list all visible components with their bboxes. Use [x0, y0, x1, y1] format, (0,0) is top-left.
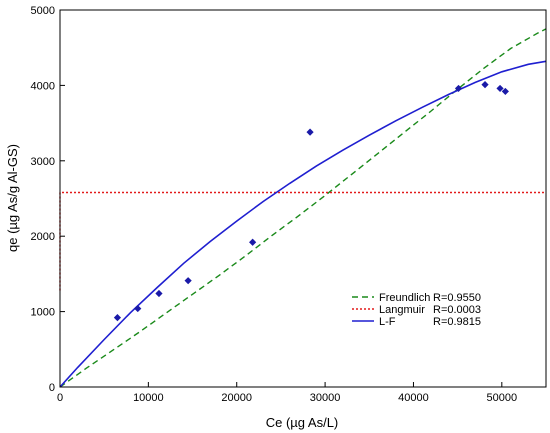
x-tick-label: 0: [57, 392, 63, 404]
legend-series-name: L-F: [379, 316, 396, 328]
legend: Freundlich R=0.9550 Langmuir R=0.0003 L-F R=0…: [352, 292, 481, 328]
x-tick-label: 30000: [310, 392, 341, 404]
data-point: [249, 238, 257, 246]
data-points: [113, 81, 509, 322]
data-point: [454, 84, 463, 93]
legend-series-name: Langmuir: [379, 304, 425, 316]
data-point: [155, 289, 163, 298]
x-tick-label: 40000: [398, 392, 429, 404]
y-tick-label: 4000: [31, 80, 55, 92]
y-axis-label: qe (µg As/g Al-GS): [5, 144, 20, 252]
data-point: [496, 84, 504, 93]
y-tick-label: 0: [49, 382, 55, 394]
legend-r-value: R=0.0003: [433, 304, 481, 316]
y-tick-label: 2000: [31, 231, 55, 243]
data-point: [113, 314, 122, 322]
x-tick-label: 10000: [133, 392, 164, 404]
x-tick-label: 20000: [221, 392, 252, 404]
legend-r-value: R=0.9550: [433, 292, 481, 304]
data-point: [481, 81, 489, 89]
y-tick-label: 1000: [31, 307, 55, 319]
legend-r-value: R=0.9815: [433, 316, 481, 328]
series-line-freundlich: [59, 28, 547, 388]
plot-frame: [59, 9, 547, 388]
data-point: [134, 304, 142, 313]
legend-series-name: Freundlich: [379, 292, 430, 304]
y-tick-label: 3000: [31, 156, 55, 168]
x-axis-label: Ce (µg As/L): [266, 415, 339, 430]
data-point: [501, 87, 509, 96]
x-tick-label: 50000: [487, 392, 518, 404]
y-tick-label: 5000: [31, 5, 55, 17]
data-point: [184, 277, 192, 285]
y-axis-ticks: 0 1000 2000 3000 4000 5000: [31, 5, 65, 394]
x-axis-ticks: 0 10000 20000 30000 40000 50000: [57, 382, 517, 404]
data-point: [306, 128, 314, 136]
